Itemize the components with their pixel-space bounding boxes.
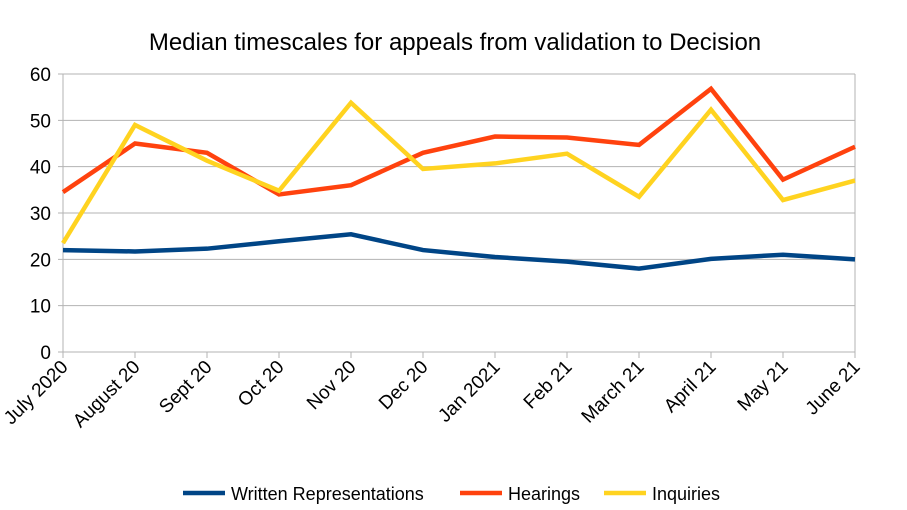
- x-tick-label: June 21: [802, 357, 865, 420]
- x-tick-label: Jan 2021: [434, 357, 504, 427]
- series-line-hearings: [61, 85, 856, 197]
- series-line-inquiries: [61, 99, 856, 245]
- legend-label: Inquiries: [652, 484, 720, 504]
- series-line-written-representations: [62, 232, 856, 271]
- y-tick-label: 0: [40, 343, 51, 364]
- x-tick-label: Oct 20: [234, 357, 288, 411]
- x-tick-label: Sept 20: [155, 357, 216, 418]
- x-tick-label: July 2020: [0, 357, 72, 429]
- x-tick-label: March 21: [578, 357, 649, 428]
- y-tick-label: 40: [30, 158, 51, 179]
- x-tick-label: Feb 21: [520, 357, 577, 414]
- legend-label: Written Representations: [231, 484, 424, 504]
- x-tick-label: Dec 20: [375, 357, 432, 414]
- x-tick-label: April 21: [660, 357, 720, 417]
- chart-title: Median timescales for appeals from valid…: [149, 29, 761, 56]
- y-tick-label: 60: [30, 65, 51, 86]
- y-tick-label: 50: [30, 111, 51, 132]
- x-tick-label: August 20: [69, 357, 144, 432]
- y-tick-label: 30: [30, 204, 51, 225]
- legend-label: Hearings: [508, 484, 580, 504]
- x-tick-label: May 21: [734, 357, 793, 416]
- y-tick-label: 10: [30, 297, 51, 318]
- x-tick-label: Nov 20: [303, 357, 360, 414]
- y-tick-label: 20: [30, 250, 51, 271]
